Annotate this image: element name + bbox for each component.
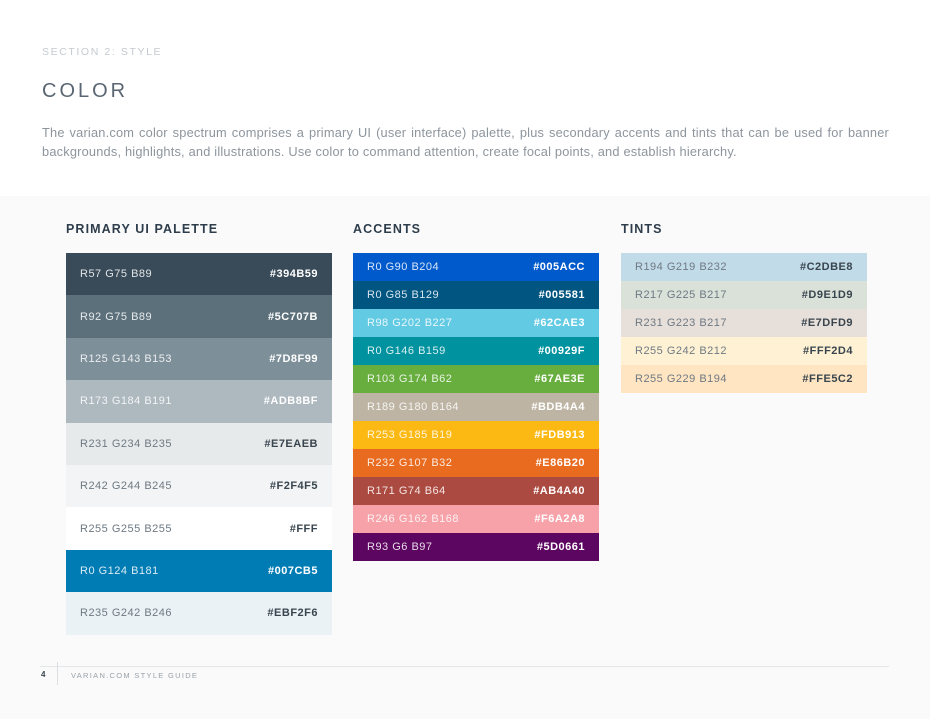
color-swatch-row: R255 G255 B255 #FFF — [66, 507, 332, 550]
swatch-hex-label: #FDB913 — [534, 429, 585, 441]
swatch-rgb-label: R171 G74 B64 — [367, 485, 446, 497]
color-swatch-row: R98 G202 B227 #62CAE3 — [353, 309, 599, 337]
swatch-rgb-label: R255 G255 B255 — [80, 522, 173, 535]
swatch-hex-label: #67AE3E — [534, 373, 585, 385]
swatch-rgb-label: R0 G90 B204 — [367, 261, 440, 273]
palette-section-band: PRIMARY UI PALETTE R57 G75 B89 #394B59 R92… — [0, 196, 930, 719]
swatch-rgb-label: R242 G244 B245 — [80, 480, 173, 493]
swatch-rgb-label: R92 G75 B89 — [80, 310, 153, 323]
swatch-hex-label: #394B59 — [269, 268, 318, 281]
swatch-rgb-label: R173 G184 B191 — [80, 395, 173, 408]
swatch-rgb-label: R255 G229 B194 — [635, 373, 728, 385]
color-swatch-row: R231 G234 B235 #E7EAEB — [66, 422, 332, 465]
palette-title-accents: ACCENTS — [353, 222, 422, 236]
swatch-hex-label: #E7DFD9 — [801, 317, 853, 329]
swatch-hex-label: #E7EAEB — [264, 437, 318, 450]
color-swatch-row: R235 G242 B246 #EBF2F6 — [66, 592, 332, 635]
swatch-rgb-label: R231 G223 B217 — [635, 317, 728, 329]
swatch-rgb-label: R0 G124 B181 — [80, 564, 159, 577]
section-label: SECTION 2: STYLE — [42, 46, 163, 58]
swatch-rgb-label: R235 G242 B246 — [80, 607, 173, 620]
swatch-hex-label: #00929F — [538, 345, 585, 357]
color-swatch-row: R217 G225 B217 #D9E1D9 — [621, 281, 867, 309]
swatch-rgb-label: R93 G6 B97 — [367, 541, 433, 553]
color-swatch-row: R189 G180 B164 #BDB4A4 — [353, 393, 599, 421]
swatch-rgb-label: R0 G85 B129 — [367, 289, 440, 301]
color-swatch-row: R255 G229 B194 #FFE5C2 — [621, 365, 867, 393]
swatch-rgb-label: R217 G225 B217 — [635, 289, 728, 301]
color-swatch-row: R57 G75 B89 #394B59 — [66, 253, 332, 296]
swatch-hex-label: #62CAE3 — [533, 317, 585, 329]
palette-title-primary: PRIMARY UI PALETTE — [66, 222, 219, 236]
page-description: The varian.com color spectrum comprises … — [42, 125, 889, 159]
footer-vertical-divider — [57, 662, 58, 685]
swatch-list-tints: R194 G219 B232 #C2DBE8 R217 G225 B217 #D9E1… — [621, 253, 867, 393]
swatch-hex-label: #FFE5C2 — [802, 373, 853, 385]
swatch-list-accents: R0 G90 B204 #005ACC R0 G85 B129 #005581 R98 … — [353, 253, 599, 561]
swatch-hex-label: #F6A2A8 — [534, 513, 585, 525]
swatch-rgb-label: R231 G234 B235 — [80, 437, 173, 450]
page-title: COLOR — [42, 80, 129, 102]
swatch-rgb-label: R194 G219 B232 — [635, 261, 728, 273]
swatch-rgb-label: R255 G242 B212 — [635, 345, 728, 357]
swatch-hex-label: #7D8F99 — [269, 352, 318, 365]
swatch-rgb-label: R189 G180 B164 — [367, 401, 460, 413]
color-swatch-row: R0 G85 B129 #005581 — [353, 281, 599, 309]
color-swatch-row: R0 G146 B159 #00929F — [353, 337, 599, 365]
color-swatch-row: R232 G107 B32 #E86B20 — [353, 449, 599, 477]
footer-divider-line — [40, 666, 889, 667]
color-swatch-row: R0 G90 B204 #005ACC — [353, 253, 599, 281]
color-swatch-row: R103 G174 B62 #67AE3E — [353, 365, 599, 393]
color-swatch-row: R246 G162 B168 #F6A2A8 — [353, 505, 599, 533]
primary-ui-palette: PRIMARY UI PALETTE R57 G75 B89 #394B59 R92… — [66, 196, 332, 635]
color-swatch-row: R242 G244 B245 #F2F4F5 — [66, 464, 332, 508]
swatch-hex-label: #F2F4F5 — [269, 480, 318, 493]
swatch-hex-label: #C2DBE8 — [799, 261, 853, 273]
color-swatch-row: R194 G219 B232 #C2DBE8 — [621, 253, 867, 281]
tints-palette: TINTS R194 G219 B232 #C2DBE8 R217 G225 B21… — [621, 196, 867, 393]
swatch-hex-label: #005ACC — [533, 261, 585, 273]
swatch-hex-label: #BDB4A4 — [531, 401, 585, 413]
swatch-hex-label: #007CB5 — [268, 564, 318, 577]
swatch-rgb-label: R246 G162 B168 — [367, 513, 460, 525]
swatch-hex-label: #D9E1D9 — [801, 289, 853, 301]
swatch-hex-label: #FFF2D4 — [803, 345, 853, 357]
swatch-rgb-label: R103 G174 B62 — [367, 373, 453, 385]
swatch-rgb-label: R232 G107 B32 — [367, 457, 453, 469]
footer-label: VARIAN.COM STYLE GUIDE — [71, 671, 199, 680]
color-swatch-row: R0 G124 B181 #007CB5 — [66, 549, 332, 593]
swatch-hex-label: #FFF — [289, 522, 318, 535]
color-swatch-row: R93 G6 B97 #5D0661 — [353, 533, 599, 561]
swatch-rgb-label: R253 G185 B19 — [367, 429, 453, 441]
color-swatch-row: R231 G223 B217 #E7DFD9 — [621, 309, 867, 337]
color-swatch-row: R171 G74 B64 #AB4A40 — [353, 477, 599, 505]
swatch-rgb-label: R57 G75 B89 — [80, 268, 153, 281]
swatch-rgb-label: R0 G146 B159 — [367, 345, 446, 357]
color-swatch-row: R255 G242 B212 #FFF2D4 — [621, 337, 867, 365]
swatch-hex-label: #5D0661 — [536, 541, 585, 553]
color-swatch-row: R92 G75 B89 #5C707B — [66, 295, 332, 338]
swatch-rgb-label: R98 G202 B227 — [367, 317, 453, 329]
swatch-hex-label: #E86B20 — [535, 457, 585, 469]
swatch-list-primary: R57 G75 B89 #394B59 R92 G75 B89 #5C707B R125… — [66, 253, 332, 635]
page-number: 4 — [41, 670, 46, 679]
swatch-hex-label: #EBF2F6 — [267, 607, 318, 620]
swatch-hex-label: #AB4A40 — [533, 485, 585, 497]
color-swatch-row: R253 G185 B19 #FDB913 — [353, 421, 599, 449]
swatch-hex-label: #5C707B — [268, 310, 318, 323]
color-swatch-row: R125 G143 B153 #7D8F99 — [66, 337, 332, 381]
swatch-hex-label: #ADB8BF — [263, 395, 318, 408]
palette-title-tints: TINTS — [621, 222, 663, 236]
accents-palette: ACCENTS R0 G90 B204 #005ACC R0 G85 B129 #00… — [353, 196, 599, 561]
color-swatch-row: R173 G184 B191 #ADB8BF — [66, 380, 332, 423]
swatch-hex-label: #005581 — [538, 289, 585, 301]
swatch-rgb-label: R125 G143 B153 — [80, 352, 173, 365]
